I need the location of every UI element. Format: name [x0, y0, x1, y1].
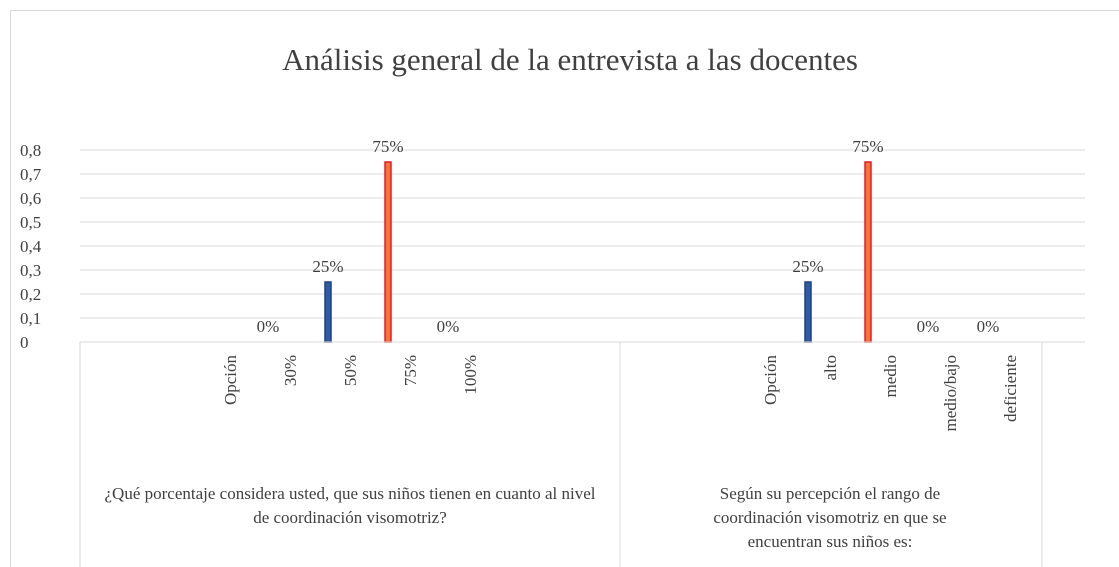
x-tick-label: 30% [281, 355, 300, 386]
data-label: 0% [917, 317, 940, 336]
bar [324, 281, 332, 343]
y-tick-label: 0,2 [20, 285, 41, 304]
x-tick-label: Opción [221, 355, 240, 406]
x-tick-label: alto [821, 355, 840, 381]
data-label: 25% [312, 257, 343, 276]
group-label: Según su percepción el rango de coordina… [713, 484, 947, 551]
data-label: 25% [792, 257, 823, 276]
x-tick-label: deficiente [1001, 355, 1020, 422]
data-label: 0% [437, 317, 460, 336]
y-tick-label: 0,7 [20, 165, 42, 184]
group-label: ¿Qué porcentaje considera usted, que sus… [104, 484, 596, 527]
y-tick-label: 0,8 [20, 141, 41, 160]
bar [384, 161, 392, 343]
y-tick-label: 0,4 [20, 237, 42, 256]
bar [864, 161, 872, 343]
x-tick-label: medio [881, 355, 900, 398]
x-tick-label: medio/bajo [941, 355, 960, 431]
data-label: 75% [852, 137, 883, 156]
y-tick-label: 0,6 [20, 189, 41, 208]
y-tick-label: 0 [20, 333, 29, 352]
x-tick-label: 75% [401, 355, 420, 386]
x-tick-label: 100% [461, 355, 480, 395]
data-label: 0% [977, 317, 1000, 336]
y-tick-label: 0,3 [20, 261, 41, 280]
bar [804, 281, 812, 343]
y-tick-label: 0,5 [20, 213, 41, 232]
data-label: 0% [257, 317, 280, 336]
y-tick-label: 0,1 [20, 309, 41, 328]
data-label: 75% [372, 137, 403, 156]
x-tick-label: 50% [341, 355, 360, 386]
x-tick-label: Opción [761, 355, 780, 406]
chart-title: Análisis general de la entrevista a las … [282, 42, 858, 77]
